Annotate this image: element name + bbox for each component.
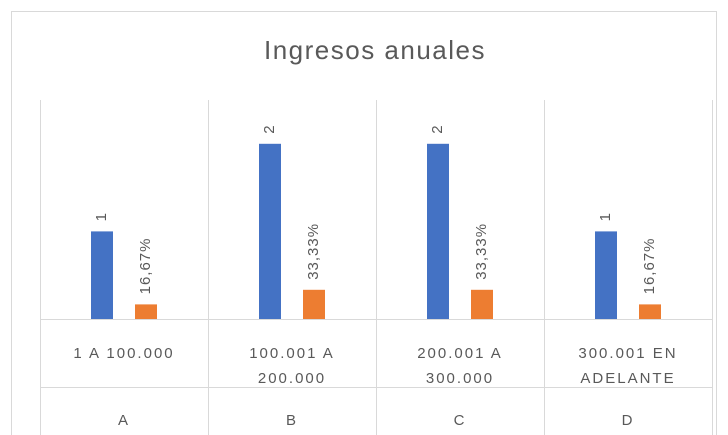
data-label: 33,33% [473,223,490,280]
data-label: 1 [597,212,614,221]
bar [303,289,325,319]
group-label: C [453,412,467,429]
group-label: D [621,412,635,429]
data-label: 1 [93,212,110,221]
bar [595,231,617,319]
bar [427,143,449,319]
group-label: B [285,412,298,429]
bar [91,231,113,319]
bar [471,289,493,319]
bar [259,143,281,319]
data-label: 2 [261,124,278,133]
chart-title: Ingresos anuales [264,35,486,65]
bar [639,304,661,319]
x-tick-label: 1 A 100.000 [73,345,175,362]
data-label: 16,67% [641,238,658,295]
x-tick-label: 300.001 EN ADELANTE [578,345,678,387]
bar [135,304,157,319]
x-tick-label: 100.001 A 200.000 [249,345,335,387]
data-label: 33,33% [305,223,322,280]
data-label: 16,67% [137,238,154,295]
chart-border [11,11,717,435]
group-label: A [117,412,130,429]
data-label: 2 [429,124,446,133]
x-tick-label: 200.001 A 300.000 [417,345,503,387]
